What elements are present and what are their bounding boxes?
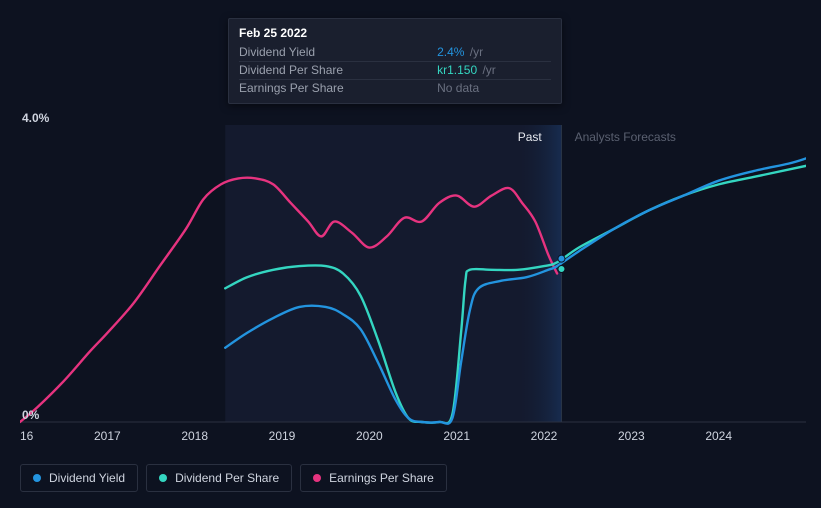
legend-dot-icon: [313, 474, 321, 482]
tooltip-date: Feb 25 2022: [239, 25, 551, 42]
tooltip-row-value: 2.4% /yr: [419, 44, 551, 62]
legend-item-dy[interactable]: Dividend Yield: [20, 464, 138, 492]
tooltip: Feb 25 2022 Dividend Yield2.4% /yrDivide…: [228, 18, 562, 104]
chart-container: Feb 25 2022 Dividend Yield2.4% /yrDivide…: [0, 0, 821, 508]
x-tick-label: 2020: [356, 429, 383, 443]
section-label-forecast: Analysts Forecasts: [575, 130, 676, 144]
tooltip-row-value: kr1.150 /yr: [419, 62, 551, 80]
legend-dot-icon: [159, 474, 167, 482]
tooltip-row-label: Earnings Per Share: [239, 80, 419, 98]
legend-item-eps[interactable]: Earnings Per Share: [300, 464, 447, 492]
section-label-past: Past: [518, 130, 542, 144]
x-tick-label: 2023: [618, 429, 645, 443]
x-tick-label: 2017: [94, 429, 121, 443]
tooltip-table: Dividend Yield2.4% /yrDividend Per Share…: [239, 44, 551, 97]
tooltip-row-value: No data: [419, 80, 551, 98]
y-tick-label: 0%: [22, 408, 39, 422]
x-tick-label: 2024: [705, 429, 732, 443]
x-tick-label: 2019: [269, 429, 296, 443]
legend-label: Dividend Yield: [49, 471, 125, 485]
x-tick-label: 2018: [181, 429, 208, 443]
y-tick-label: 4.0%: [22, 111, 49, 125]
legend-item-dps[interactable]: Dividend Per Share: [146, 464, 292, 492]
x-tick-label: 2021: [443, 429, 470, 443]
tooltip-row-label: Dividend Per Share: [239, 62, 419, 80]
legend-label: Earnings Per Share: [329, 471, 434, 485]
legend-label: Dividend Per Share: [175, 471, 279, 485]
chart-plot[interactable]: 2016 2017 2018 2019 2020 2021 2022 2023 2024: [20, 125, 806, 452]
legend-dot-icon: [33, 474, 41, 482]
x-tick-label: 2016: [20, 429, 34, 443]
x-tick-label: 2022: [531, 429, 558, 443]
tooltip-row-label: Dividend Yield: [239, 44, 419, 62]
chart-svg: 2016 2017 2018 2019 2020 2021 2022 2023 2024: [20, 125, 806, 452]
legend: Dividend Yield Dividend Per Share Earnings…: [20, 464, 447, 492]
